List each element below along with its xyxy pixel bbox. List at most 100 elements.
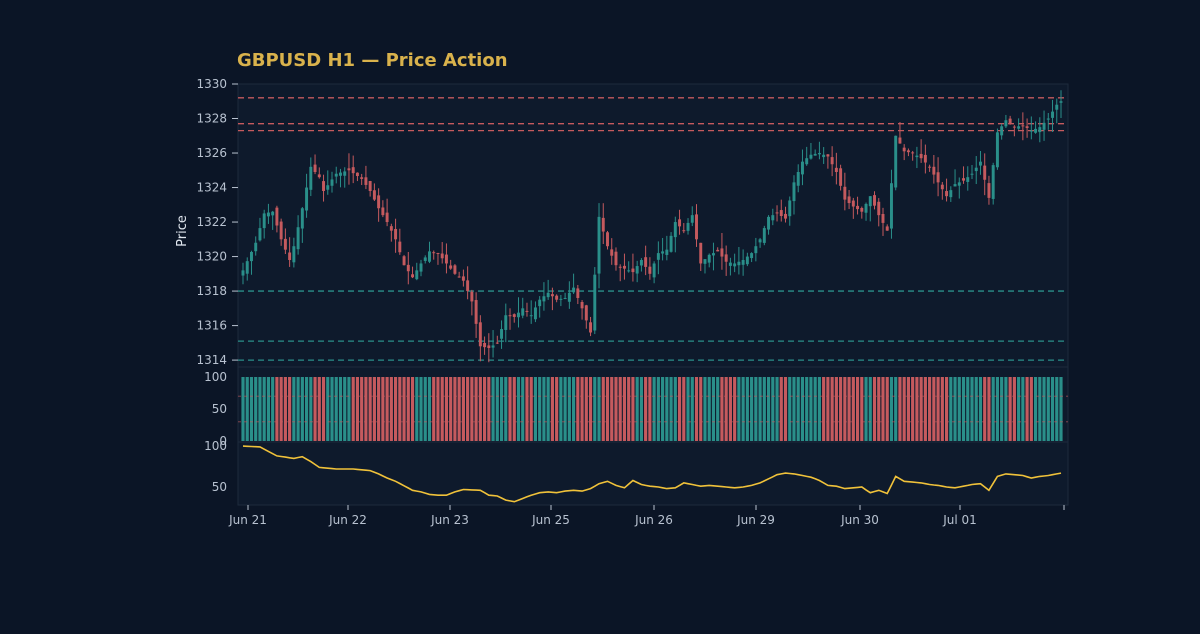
volume-bar-up: [707, 377, 711, 441]
volume-bar-down: [313, 377, 317, 441]
candle-up: [868, 196, 872, 207]
oscillator-tick-label: 100: [204, 439, 227, 453]
candle-down: [614, 251, 618, 266]
volume-bar-up: [419, 377, 423, 441]
volume-bar-up: [961, 377, 966, 441]
volume-bar-down: [940, 377, 944, 441]
volume-bar-down: [610, 377, 614, 441]
candle-down: [347, 168, 351, 171]
volume-bar-up: [762, 377, 766, 441]
candle-down: [873, 195, 876, 206]
volume-bar-down: [555, 377, 559, 441]
x-tick-label: Jun 21: [228, 513, 267, 527]
candle-up: [627, 270, 631, 272]
candle-down: [678, 219, 682, 227]
candle-down: [856, 205, 860, 210]
candle-down: [584, 305, 588, 321]
candle-up: [533, 307, 537, 320]
volume-bar-up: [1000, 377, 1004, 441]
volume-bar-up: [533, 377, 538, 441]
volume-bar-up: [953, 377, 957, 441]
volume-bar-up: [1033, 377, 1038, 441]
candle-up: [330, 179, 334, 186]
volume-bar-up: [271, 377, 275, 441]
candle-up: [500, 329, 504, 339]
volume-bar-down: [449, 377, 453, 441]
volume-bar-down: [923, 377, 927, 441]
candle-up: [970, 173, 974, 175]
volume-bar-up: [669, 377, 673, 441]
candle-up: [733, 263, 737, 267]
candle-up: [792, 182, 796, 202]
volume-bar-down: [372, 377, 376, 441]
volume-bar-up: [504, 377, 508, 441]
candle-up: [707, 254, 711, 263]
oscillator-tick-label: 50: [212, 480, 227, 494]
volume-bar-up: [567, 377, 571, 441]
candle-down: [906, 150, 910, 153]
volume-bar-down: [512, 377, 516, 441]
volume-bar-down: [928, 377, 932, 441]
volume-bar-down: [987, 377, 991, 441]
candle-up: [1038, 127, 1042, 133]
candle-down: [436, 252, 440, 254]
candle-up: [635, 266, 639, 274]
candle-down: [779, 210, 783, 217]
volume-bar-down: [398, 377, 402, 441]
x-tick-label: Jul 01: [942, 513, 977, 527]
volume-bar-up: [796, 377, 800, 441]
volume-bar-up: [766, 377, 771, 441]
candle-up: [1042, 122, 1046, 130]
candle-up: [762, 228, 766, 243]
candle-down: [453, 265, 457, 274]
volume-bar-down: [381, 377, 385, 441]
candle-down: [487, 345, 491, 349]
volume-bar-up: [665, 377, 669, 441]
candle-down: [839, 168, 843, 186]
candle-up: [529, 315, 533, 317]
candle-down: [313, 164, 317, 173]
volume-bar-down: [724, 377, 728, 441]
volume-bar-down: [885, 377, 889, 441]
volume-bar-down: [580, 377, 584, 441]
volume-bar-up: [334, 377, 338, 441]
candle-down: [372, 190, 376, 200]
candle-up: [953, 184, 957, 187]
candle-down: [364, 177, 368, 185]
candle-down: [355, 172, 359, 177]
candle-up: [915, 155, 919, 158]
volume-bar-down: [834, 377, 838, 441]
volume-bar-down: [444, 377, 449, 441]
volume-tick-label: 0: [219, 434, 227, 448]
candle-down: [606, 232, 609, 247]
volume-bar-down: [872, 377, 877, 441]
volume-bar-up: [563, 377, 567, 441]
candle-down: [911, 152, 915, 154]
volume-bar-down: [877, 377, 881, 441]
candle-up: [423, 257, 427, 261]
volume-bar-up: [978, 377, 983, 441]
volume-bar-up: [703, 377, 707, 441]
candle-down: [610, 249, 614, 256]
volume-bar-up: [1059, 377, 1063, 441]
volume-bar-up: [817, 377, 821, 441]
candle-up: [656, 253, 660, 260]
volume-bar-down: [436, 377, 440, 441]
candle-down: [1008, 118, 1012, 124]
candle-down: [351, 167, 355, 174]
volume-bar-up: [254, 377, 258, 441]
volume-bar-down: [368, 377, 372, 441]
candle-up: [572, 287, 576, 293]
price-tick-label: 1320: [196, 250, 227, 264]
volume-bar-down: [915, 377, 919, 441]
candle-up: [741, 260, 745, 265]
volume-bar-down: [631, 377, 635, 441]
volume-bar-down: [1025, 377, 1029, 441]
volume-tick-label: 50: [212, 402, 227, 416]
candle-down: [368, 181, 372, 191]
candle-up: [292, 246, 296, 263]
candle-down: [580, 302, 584, 309]
candle-down: [394, 228, 398, 240]
volume-bar-up: [499, 377, 504, 441]
volume-bar-up: [754, 377, 758, 441]
